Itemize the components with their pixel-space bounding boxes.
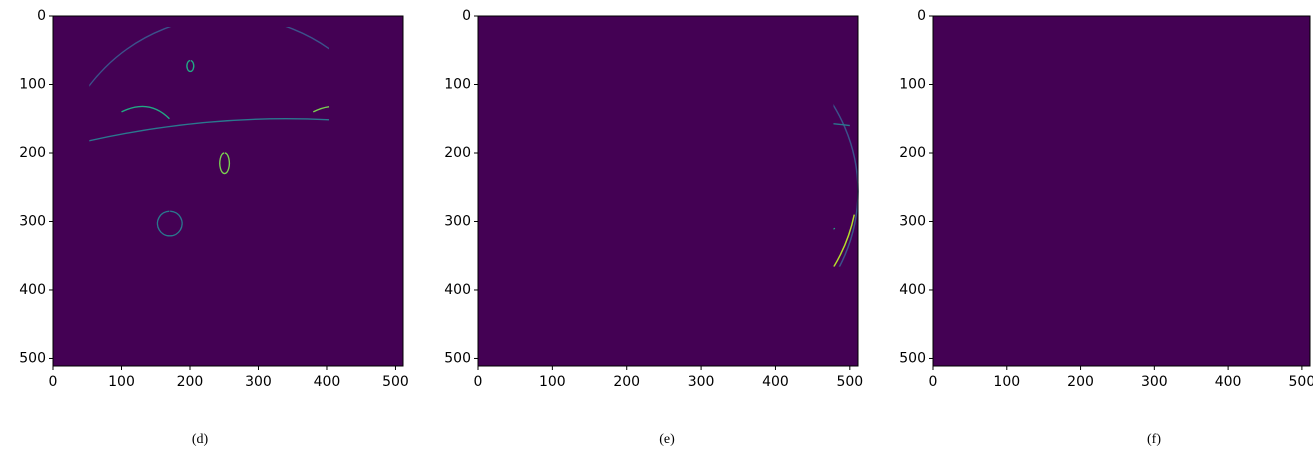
caption: (e) bbox=[659, 432, 675, 447]
frame bbox=[52, 15, 404, 367]
y-tick-label: 100 bbox=[19, 76, 46, 92]
x-tick-label: 200 bbox=[613, 374, 640, 390]
x-tick-label: 300 bbox=[688, 374, 715, 390]
image-background bbox=[478, 16, 858, 366]
y-tick-label: 400 bbox=[19, 282, 46, 298]
x-tick-label: 100 bbox=[108, 374, 135, 390]
edge bbox=[312, 106, 330, 113]
x-tick-label: 200 bbox=[1067, 374, 1094, 390]
x-tick-label: 500 bbox=[382, 374, 409, 390]
x-tick-label: 300 bbox=[1141, 374, 1168, 390]
y-tick-label: 100 bbox=[899, 76, 926, 92]
y-tick-label: 400 bbox=[444, 282, 471, 298]
frame bbox=[932, 15, 1311, 367]
x-tick-label: 500 bbox=[836, 374, 863, 390]
x-tick-label: 400 bbox=[314, 374, 341, 390]
y-tick-label: 500 bbox=[444, 350, 471, 366]
caption: (d) bbox=[192, 432, 209, 447]
edge bbox=[89, 118, 330, 142]
y-tick-label: 300 bbox=[444, 213, 471, 229]
y-tick-label: 200 bbox=[444, 145, 471, 161]
edge bbox=[219, 152, 231, 175]
y-tick-label: 0 bbox=[917, 8, 926, 24]
y-tick-label: 0 bbox=[462, 8, 471, 24]
x-tick-label: 0 bbox=[474, 374, 483, 390]
x-tick-label: 0 bbox=[49, 374, 58, 390]
edge bbox=[156, 210, 183, 237]
y-tick-label: 300 bbox=[899, 213, 926, 229]
x-tick-label: 100 bbox=[993, 374, 1020, 390]
edge bbox=[121, 105, 170, 120]
x-tick-label: 500 bbox=[1289, 374, 1313, 390]
x-tick-label: 400 bbox=[1215, 374, 1242, 390]
y-tick-label: 400 bbox=[899, 282, 926, 298]
x-tick-label: 0 bbox=[929, 374, 938, 390]
x-tick-label: 200 bbox=[177, 374, 204, 390]
x-tick-label: 300 bbox=[245, 374, 272, 390]
image-background bbox=[933, 16, 1310, 366]
y-tick-label: 100 bbox=[444, 76, 471, 92]
y-tick-label: 300 bbox=[19, 213, 46, 229]
caption: (f) bbox=[1147, 432, 1161, 447]
frame bbox=[477, 15, 859, 367]
x-tick-label: 100 bbox=[539, 374, 566, 390]
image-background bbox=[53, 16, 403, 366]
y-tick-label: 500 bbox=[899, 350, 926, 366]
y-tick-label: 500 bbox=[19, 350, 46, 366]
x-tick-label: 400 bbox=[762, 374, 789, 390]
y-tick-label: 200 bbox=[19, 145, 46, 161]
y-tick-label: 0 bbox=[37, 8, 46, 24]
edge bbox=[186, 59, 195, 73]
y-tick-label: 200 bbox=[899, 145, 926, 161]
image-content bbox=[89, 26, 330, 237]
